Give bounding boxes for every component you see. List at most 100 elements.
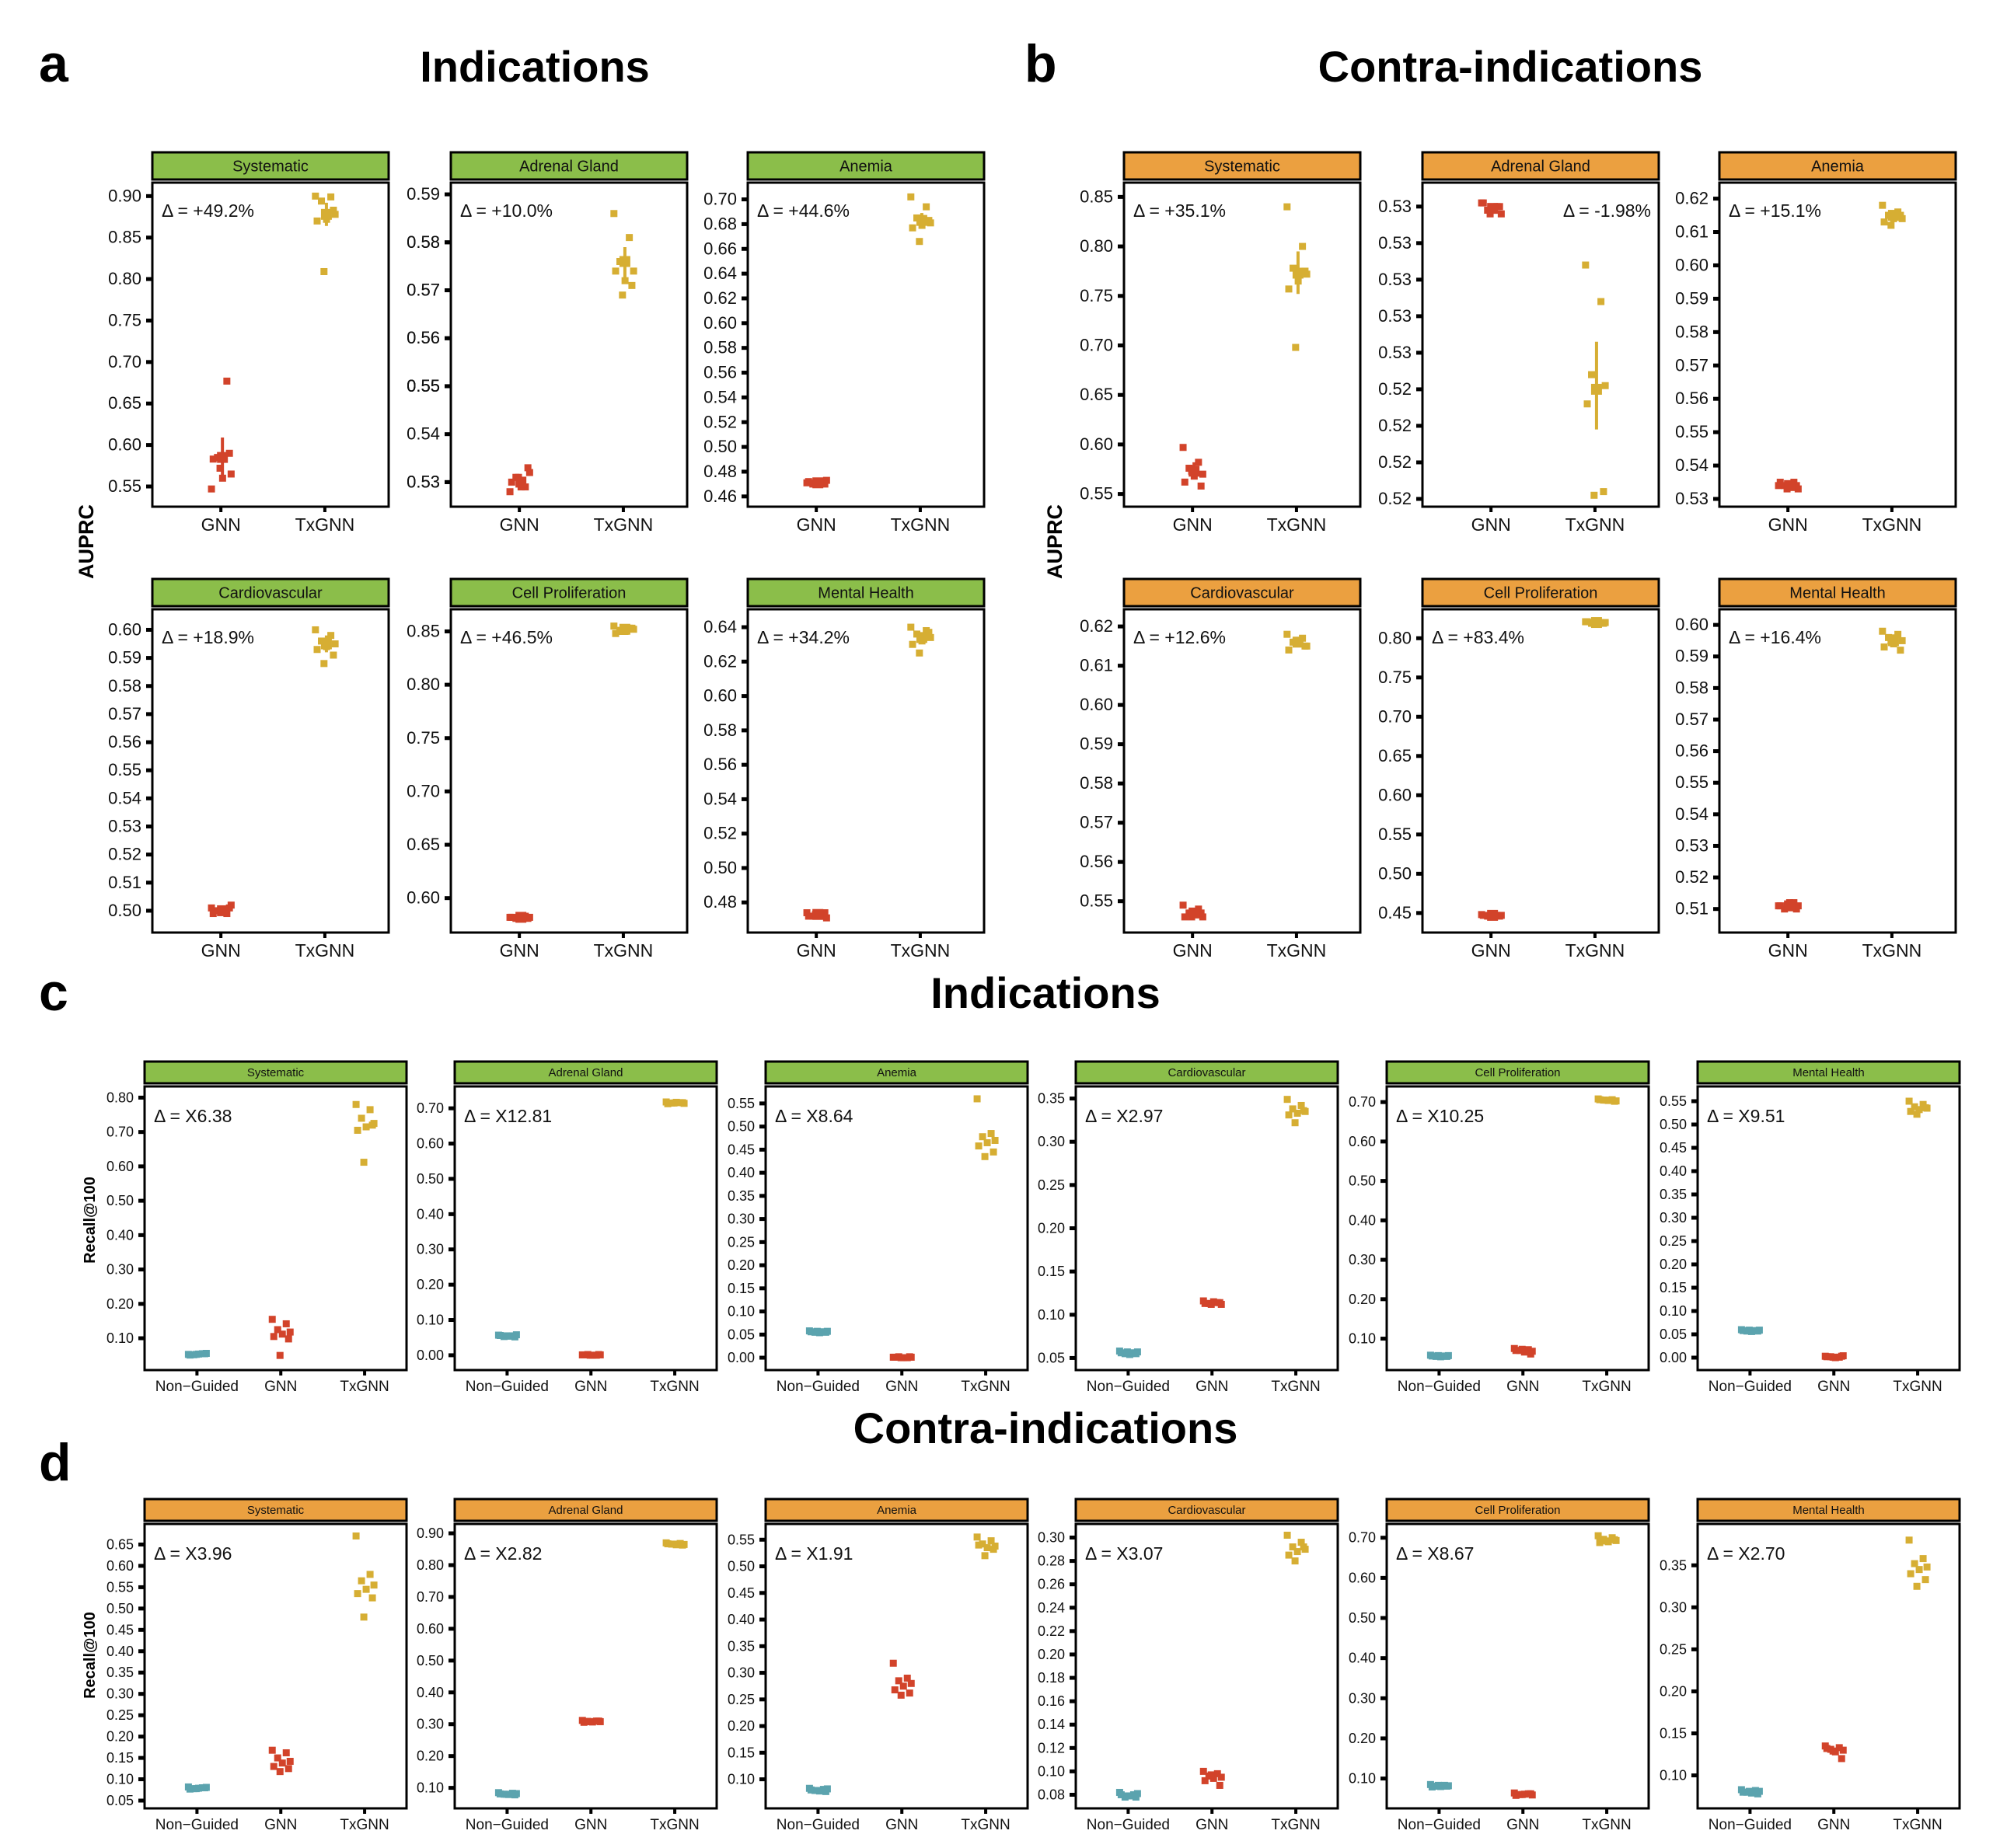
y-tick-label: 0.52 <box>108 845 141 864</box>
data-point-gnn <box>822 476 830 484</box>
y-tick-label: 0.30 <box>728 1665 755 1681</box>
chart-panel-c-mental: Mental Health 0.00 0.05 0.10 0.15 0.20 0.25 0.3… <box>1660 1060 1961 1395</box>
data-point-txgnn <box>981 1152 989 1160</box>
y-tick-label: 0.50 <box>703 437 737 456</box>
panel-header <box>143 1060 408 1085</box>
y-tick-label: 0.15 <box>1038 1264 1065 1279</box>
mean-marker-txgnn <box>916 632 927 643</box>
data-point-nonguided <box>1133 1790 1141 1797</box>
data-point-txgnn <box>1600 619 1607 627</box>
data-point-txgnn <box>670 1099 678 1107</box>
delta-annotation: Δ = -1.98% <box>1563 200 1651 221</box>
data-point-gnn <box>1216 1781 1223 1789</box>
data-point-txgnn <box>1596 1096 1604 1104</box>
data-point-txgnn <box>1283 203 1291 211</box>
data-point-gnn <box>1201 1299 1209 1307</box>
x-tick-label: GNN <box>1173 940 1213 961</box>
panel-header <box>746 151 986 181</box>
data-point-gnn <box>1823 1353 1831 1361</box>
data-point-txgnn <box>610 210 618 218</box>
data-point-gnn <box>282 1320 290 1327</box>
data-point-txgnn <box>983 1544 991 1552</box>
x-tick-label: TxGNN <box>295 940 355 961</box>
data-point-gnn <box>1197 909 1205 917</box>
y-tick-label: 0.55 <box>1675 772 1709 792</box>
data-point-txgnn <box>973 1095 981 1103</box>
y-tick-label: 0.57 <box>108 704 141 724</box>
data-point-txgnn <box>318 197 326 205</box>
data-point-gnn <box>1496 203 1503 211</box>
data-point-gnn <box>586 1717 594 1725</box>
data-point-gnn <box>286 1757 294 1765</box>
y-tick-label: 0.54 <box>407 424 440 444</box>
chart-panel-a-adrenal: Adrenal Gland0.530.530.540.550.550.550.5… <box>407 151 689 535</box>
data-point-gnn <box>1527 1350 1534 1358</box>
data-point-txgnn <box>1596 1539 1604 1546</box>
x-tick-label: GNN <box>1173 514 1213 535</box>
data-point-txgnn <box>664 1540 672 1548</box>
data-point-txgnn <box>1301 642 1309 650</box>
x-tick-label: TxGNN <box>1893 1379 1942 1395</box>
y-tick-label: 0.50 <box>417 1653 444 1668</box>
panel-header-label: Cell Proliferation <box>1475 1066 1560 1079</box>
data-point-txgnn <box>907 623 915 631</box>
delta-annotation: Δ = +12.6% <box>1133 627 1226 647</box>
data-point-txgnn <box>370 1581 378 1589</box>
data-point-txgnn <box>354 1590 361 1598</box>
y-tick-label: 0.20 <box>1349 1292 1376 1307</box>
data-point-txgnn <box>1301 267 1309 275</box>
y-tick-label: 0.55 <box>106 1579 134 1595</box>
data-point-txgnn <box>1583 618 1591 626</box>
y-tick-label: 0.20 <box>1349 1731 1376 1746</box>
x-tick-label: TxGNN <box>961 1817 1010 1833</box>
data-point-gnn <box>276 1351 284 1359</box>
y-tick-label: 0.56 <box>1675 389 1709 408</box>
data-point-txgnn <box>358 1577 365 1585</box>
y-tick-label: 0.10 <box>1660 1768 1687 1783</box>
panel-header-label: Adrenal Gland <box>519 159 619 176</box>
data-point-txgnn <box>1300 1543 1307 1551</box>
data-point-txgnn <box>1611 1097 1618 1105</box>
y-tick-label: 0.35 <box>728 1638 755 1654</box>
data-point-gnn <box>270 1333 277 1341</box>
panel-header-label: Anemia <box>839 159 893 176</box>
y-tick-label: 0.00 <box>728 1350 755 1365</box>
data-point-txgnn <box>909 224 916 232</box>
y-tick-label: 0.65 <box>407 835 440 854</box>
mean-marker-gnn <box>515 912 527 923</box>
y-tick-label: 0.75 <box>1080 286 1113 305</box>
panel-header-label: Systematic <box>247 1066 305 1079</box>
y-tick-label: 0.46 <box>703 486 737 506</box>
y-tick-label: 0.65 <box>1378 746 1412 765</box>
y-tick-label: 0.61 <box>1675 222 1709 242</box>
y-tick-label: 0.22 <box>1038 1623 1065 1639</box>
panel-header <box>1122 577 1362 608</box>
y-tick-label: 0.40 <box>1660 1163 1687 1179</box>
chart-panel-c-adrenal: Adrenal Gland 0.00 0.10 0.20 0.30 0.40 0.50 0.6… <box>417 1060 718 1395</box>
y-tick-label: 0.30 <box>417 1242 444 1257</box>
data-point-gnn <box>1199 470 1206 478</box>
y-tick-label: 0.53 <box>1378 197 1412 216</box>
data-point-gnn <box>524 915 532 922</box>
x-tick-label: GNN <box>574 1379 607 1395</box>
data-point-txgnn <box>1905 1536 1913 1544</box>
panel-header <box>1421 577 1660 608</box>
data-point-txgnn <box>1913 1111 1921 1118</box>
y-tick-label: 0.65 <box>106 1536 134 1552</box>
y-tick-label: 0.75 <box>407 728 440 748</box>
data-point-gnn <box>508 478 515 486</box>
y-tick-label: 0.20 <box>1038 1221 1065 1236</box>
data-point-nonguided <box>1117 1790 1125 1798</box>
data-point-gnn <box>1486 210 1494 218</box>
data-point-nonguided <box>1443 1352 1450 1360</box>
data-point-txgnn <box>1611 1536 1618 1543</box>
chart-panel-d-anemia: Anemia 0.10 0.15 0.20 0.25 0.30 0.35 0.40 0.45 0.… <box>728 1498 1029 1833</box>
y-tick-label: 0.51 <box>108 873 141 892</box>
data-point-txgnn <box>979 1540 986 1548</box>
y-tick-label: 0.52 <box>1378 379 1412 399</box>
y-tick-label: 0.59 <box>1675 288 1709 308</box>
data-point-txgnn <box>1921 1104 1929 1111</box>
y-tick-label: 0.53 <box>1378 306 1412 326</box>
y-tick-label: 0.20 <box>728 1718 755 1734</box>
y-tick-label: 0.10 <box>728 1772 755 1787</box>
